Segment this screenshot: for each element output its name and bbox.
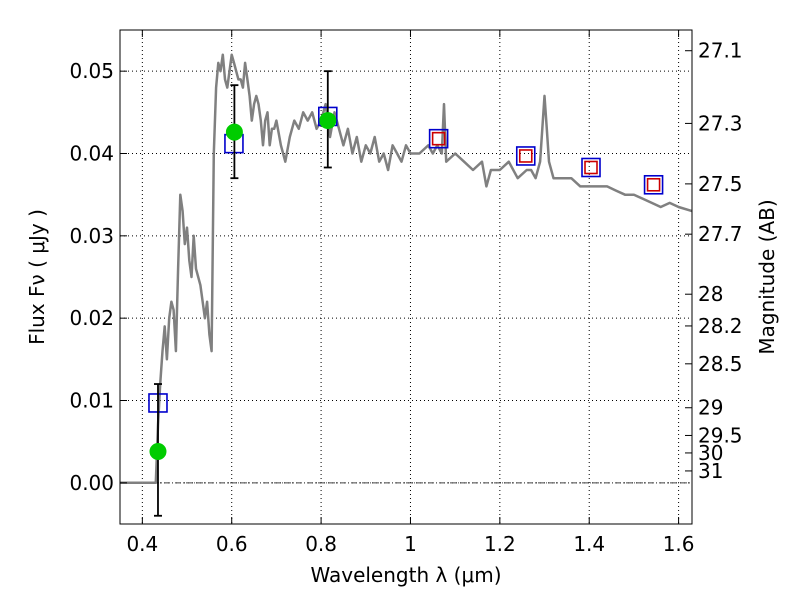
y-tick-label: 0.04: [69, 142, 114, 166]
right-tick-label: 27.5: [698, 172, 743, 196]
model-photometry-square: [515, 146, 536, 166]
right-tick-label: 27.1: [698, 39, 743, 63]
right-tick-label: 29: [698, 396, 723, 420]
x-axis-label: Wavelength λ (μm): [310, 563, 501, 587]
y-tick-label: 0.00: [69, 471, 114, 495]
y-tick-label: 0.02: [69, 306, 114, 330]
grid-lines: [120, 30, 692, 524]
right-tick-label: 30: [698, 441, 723, 465]
x-tick-label: 0.6: [216, 532, 248, 556]
model-photometry-square: [581, 157, 601, 178]
markers-layer: [148, 70, 664, 517]
observed-square-marker: [646, 177, 661, 192]
model-photometry-square: [643, 174, 664, 195]
y-tick-label: 0.01: [69, 389, 114, 413]
x-tick-label: 1: [404, 532, 417, 556]
right-tick-label: 28.5: [698, 352, 743, 376]
right-tick-label: 28.2: [698, 314, 743, 338]
y-tick-label: 0.03: [69, 224, 114, 248]
right-tick-label: 27.3: [698, 111, 743, 135]
y-right-axis-label: Magnitude (AB): [755, 199, 779, 354]
right-tick-label: 31: [698, 459, 723, 483]
right-tick-label: 29.5: [698, 423, 743, 447]
x-tick-label: 0.8: [305, 532, 337, 556]
model-spectrum-line: [120, 53, 693, 485]
observed-detection-point: [149, 443, 167, 461]
x-tick-label: 1.6: [663, 532, 695, 556]
spectrum-layer: [120, 53, 693, 485]
observed-detection-point: [319, 112, 337, 130]
ticks-layer: 0.4 0.6 0.8 1 1.2 1.4 1.6 0.00 0.01 0.02 0.03 0.04 0…: [69, 30, 743, 556]
x-tick-label: 1.2: [484, 532, 516, 556]
x-tick-label: 0.4: [126, 532, 158, 556]
model-photometry-square: [428, 128, 449, 149]
observed-square-marker: [518, 149, 533, 163]
x-tick-label: 1.4: [573, 532, 605, 556]
observed-square-marker: [431, 131, 446, 146]
right-tick-label: 28: [698, 282, 723, 306]
observed-square-marker: [584, 160, 598, 175]
y-axis-label: Flux Fν ( μJy ): [25, 209, 49, 345]
observed-detection-point: [225, 123, 243, 141]
right-tick-label: 27.7: [698, 222, 743, 246]
y-tick-label: 0.05: [69, 59, 114, 83]
plot-frame: [119, 29, 693, 525]
